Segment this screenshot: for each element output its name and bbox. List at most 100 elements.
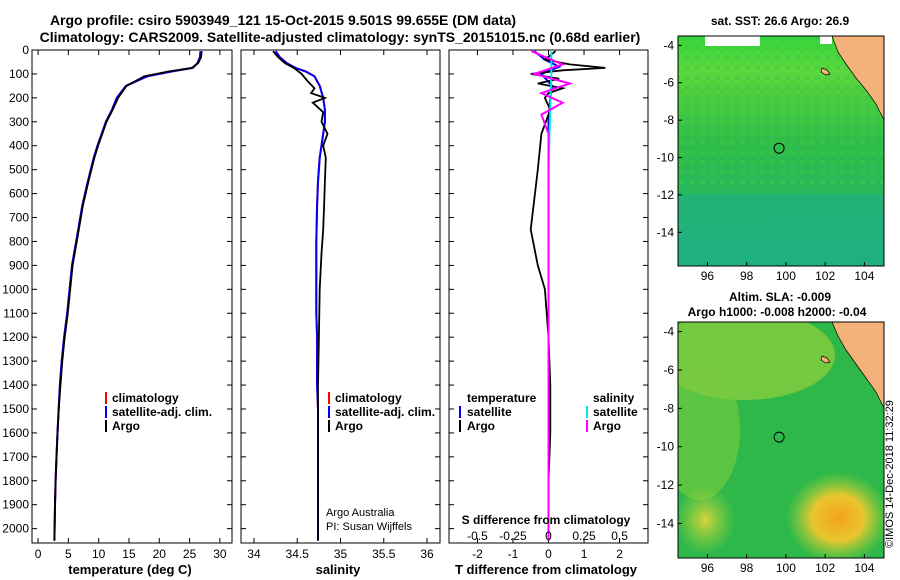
difference-series-1 (529, 50, 606, 541)
difference-legend-s-satellite: satellite (593, 405, 638, 419)
temperature-xtick-label-2: 10 (92, 547, 106, 561)
difference-xtick-label-2: 0 (545, 547, 552, 561)
salinity-legend-satellite: satellite-adj. clim. (335, 405, 435, 419)
salinity-xtick-label-2: 35 (334, 547, 348, 561)
sst-island (820, 67, 831, 76)
figure-title-line1: Argo profile: csiro 5903949_121 15-Oct-2… (50, 12, 516, 28)
salinity-annotation-argo-australia: Argo Australia (326, 507, 395, 519)
sst-cloud-gap2 (820, 36, 832, 44)
sst-map-xtick-label-3: 102 (815, 269, 835, 283)
difference-xtick2-label-1: -0.25 (499, 529, 527, 543)
salinity-xtick-label-4: 36 (420, 547, 434, 561)
sst-map-xtick-label-0: 96 (701, 269, 715, 283)
sst-map-ytick-label-0: -4 (663, 38, 674, 52)
salinity-panel: 34 34.5 35 35.5 36 salinity climatology sate… (240, 49, 441, 577)
difference-legend-t-satellite: satellite (467, 405, 512, 419)
temperature-series-2 (53, 51, 203, 541)
salinity-plot-frame (240, 49, 441, 544)
sla-map-y-ticks: -4 -6 -8 -10 -12 -14 (657, 325, 682, 530)
salinity-xlabel: salinity (316, 562, 362, 577)
depth-tick-label-8: 800 (9, 234, 29, 248)
sla-map-ytick-label-4: -12 (657, 478, 675, 492)
temperature-legend: climatology satellite-adj. clim. Argo (105, 391, 212, 433)
sla-map-title: Altim. SLA: -0.009 (729, 290, 831, 304)
temperature-legend-argo: Argo (112, 419, 140, 433)
sst-land (831, 36, 884, 121)
sst-cloud-gap (705, 36, 760, 46)
salinity-y-ticks (241, 49, 440, 530)
temperature-xtick-label-3: 15 (122, 547, 136, 561)
sst-map-ytick-label-5: -14 (657, 225, 675, 239)
temperature-xtick-label-1: 5 (65, 547, 72, 561)
difference-legend-t-argo: Argo (467, 419, 495, 433)
difference-legend-salinity-title: salinity (593, 391, 635, 405)
salinity-xtick-label-3: 35.5 (372, 547, 396, 561)
depth-tick-label-15: 1500 (2, 402, 29, 416)
difference-xlabel2: S difference from climatology (462, 513, 631, 527)
temperature-series (53, 51, 203, 541)
salinity-xtick-label-1: 34.5 (286, 547, 310, 561)
sst-map-xtick-label-1: 98 (740, 269, 754, 283)
salinity-legend-argo: Argo (335, 419, 363, 433)
depth-tick-label-7: 700 (9, 211, 29, 225)
depth-tick-label-11: 1100 (3, 306, 29, 320)
depth-tick-label-0: 0 (22, 43, 29, 57)
sla-map-ytick-label-3: -10 (657, 440, 675, 454)
temperature-legend-climatology: climatology (112, 391, 179, 405)
figure-title-line2: Climatology: CARS2009. Satellite-adjuste… (40, 29, 641, 45)
sst-float-position-marker (773, 142, 785, 154)
temperature-legend-satellite: satellite-adj. clim. (112, 405, 212, 419)
temperature-xtick-label-0: 0 (35, 547, 42, 561)
sla-map-subtitle: Argo h1000: -0.008 h2000: -0.04 (688, 305, 867, 319)
difference-legend-temperature-title: temperature (467, 391, 537, 405)
difference-xtick2-label-2: 0 (545, 529, 552, 543)
sst-map-panel: sat. SST: 26.6 Argo: 26.9 96 98 100 102 104 … (657, 14, 885, 283)
difference-panel: -2 -1 0 1 2 T difference from climatology S … (448, 49, 649, 577)
temperature-plot-frame (31, 49, 233, 544)
sla-land (831, 322, 884, 409)
depth-tick-label-18: 1800 (2, 474, 29, 488)
difference-xlabel: T difference from climatology (455, 562, 638, 577)
sst-map-ytick-label-2: -8 (663, 113, 674, 127)
sst-map-xtick-label-2: 100 (776, 269, 796, 283)
depth-tick-label-16: 1600 (2, 426, 29, 440)
sst-map-xtick-label-4: 104 (854, 269, 874, 283)
depth-tick-label-1: 100 (9, 67, 29, 81)
difference-xtick2-label-0: -0.5 (467, 529, 488, 543)
sst-map-ytick-label-1: -6 (663, 76, 674, 90)
sla-map-x-ticks: 96 98 100 102 104 (701, 554, 875, 575)
sla-highland-west (678, 360, 740, 500)
difference-series-0 (533, 50, 562, 541)
temperature-xtick-label-4: 20 (153, 547, 167, 561)
imos-timestamp: ©IMOS 14-Dec-2018 11:32:29 (884, 400, 896, 548)
difference-xtick-label-3: 1 (581, 547, 588, 561)
depth-tick-label-10: 1000 (2, 282, 29, 296)
sst-map-x-ticks: 96 98 100 102 104 (701, 262, 875, 283)
salinity-xtick-label-0: 34 (247, 547, 261, 561)
difference-x-ticks2: -0.5 -0.25 0 0.25 0.5 (467, 529, 628, 543)
depth-tick-label-17: 1700 (2, 450, 29, 464)
salinity-legend: climatology satellite-adj. clim. Argo (328, 391, 435, 433)
sla-map-ytick-label-5: -14 (657, 516, 675, 530)
depth-tick-label-20: 2000 (2, 522, 29, 536)
salinity-x-ticks: 34 34.5 35 35.5 36 (247, 50, 434, 561)
difference-series (529, 50, 606, 541)
depth-tick-label-14: 1400 (2, 378, 29, 392)
depth-tick-label-6: 600 (9, 187, 29, 201)
sla-map-xtick-label-2: 100 (776, 561, 796, 575)
temperature-y-ticks: 0 100 200 300 400 500 600 700 800 900 1000 1100 1200… (2, 43, 232, 536)
sla-map-ytick-label-0: -4 (663, 325, 674, 339)
sla-map-xtick-label-3: 102 (815, 561, 835, 575)
difference-xtick-label-0: -2 (472, 547, 483, 561)
difference-xtick2-label-3: 0.25 (572, 529, 596, 543)
temperature-xtick-label-6: 30 (213, 547, 227, 561)
depth-tick-label-4: 400 (9, 139, 29, 153)
difference-xtick-label-1: -1 (508, 547, 519, 561)
difference-legend: temperature satellite Argo salinity sate… (459, 391, 638, 433)
sst-map-ytick-label-4: -12 (657, 188, 675, 202)
temperature-series-0 (53, 51, 202, 541)
difference-xtick2-label-4: 0.5 (611, 529, 628, 543)
sst-map-frame (677, 35, 885, 267)
salinity-legend-climatology: climatology (335, 391, 402, 405)
